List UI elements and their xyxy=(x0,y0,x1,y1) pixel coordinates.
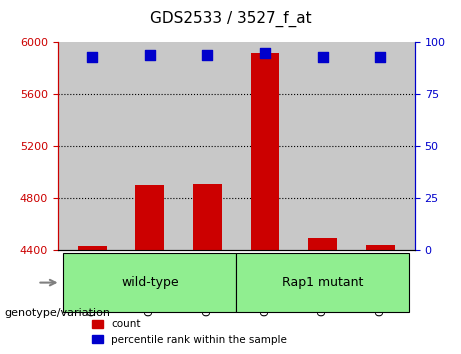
Bar xyxy=(136,185,164,354)
Bar xyxy=(236,253,409,312)
Point xyxy=(204,52,211,58)
Text: genotype/variation: genotype/variation xyxy=(5,308,111,318)
Point xyxy=(89,54,96,60)
Text: GDS2533 / 3527_f_at: GDS2533 / 3527_f_at xyxy=(150,11,311,27)
Point xyxy=(261,50,269,56)
Bar xyxy=(308,239,337,354)
Bar xyxy=(64,253,236,312)
Bar xyxy=(193,184,222,354)
Bar xyxy=(78,246,106,354)
Text: wild-type: wild-type xyxy=(121,276,179,289)
Bar xyxy=(251,53,279,354)
Text: Rap1 mutant: Rap1 mutant xyxy=(282,276,363,289)
Legend: count, percentile rank within the sample: count, percentile rank within the sample xyxy=(88,315,291,349)
Point xyxy=(146,52,154,58)
Point xyxy=(377,54,384,60)
Point xyxy=(319,54,326,60)
Bar xyxy=(366,245,395,354)
